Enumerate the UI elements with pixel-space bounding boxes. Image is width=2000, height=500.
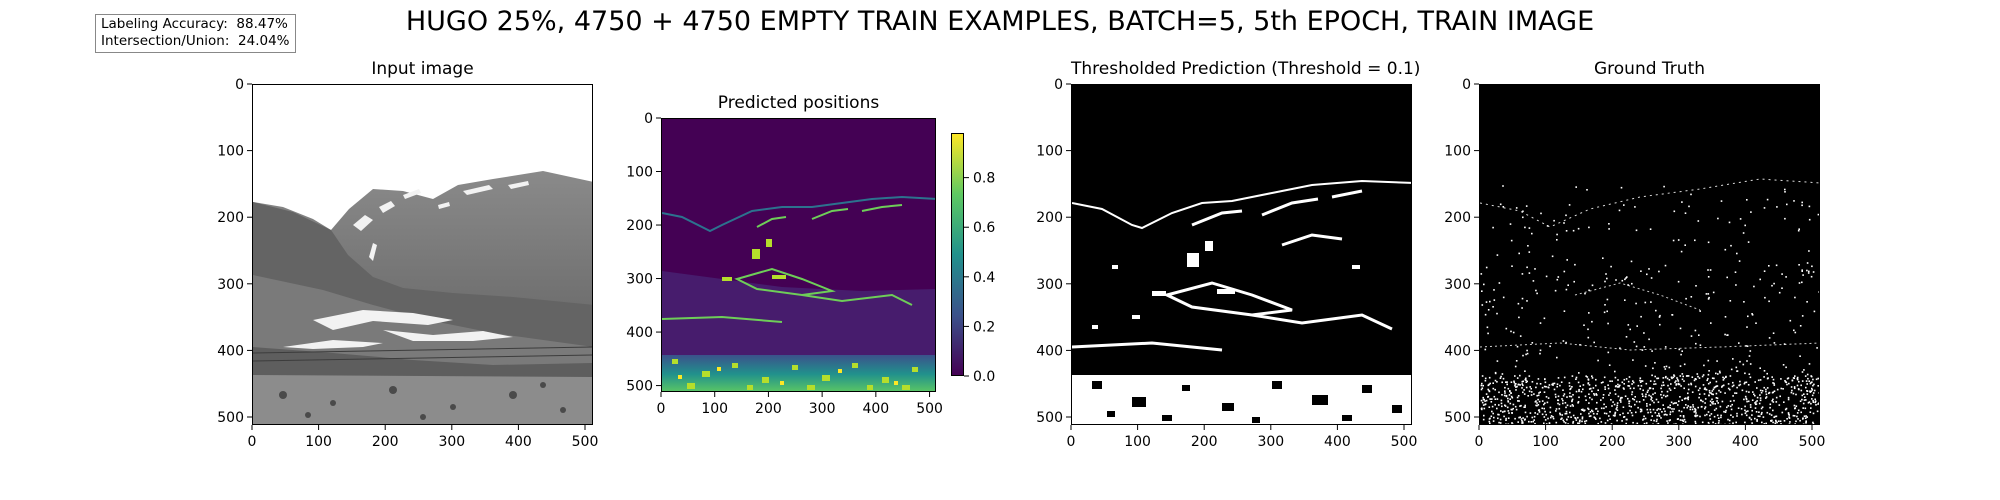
ground-truth-panel [1479, 84, 1820, 425]
ground-truth-ytick-label: 400 [1444, 343, 1471, 359]
colorbar [951, 133, 964, 376]
input-image-xtick-label: 100 [305, 434, 332, 450]
ground-truth-ytick-label: 100 [1444, 144, 1471, 160]
thresholded-xtick-label: 500 [1391, 434, 1418, 450]
colorbar-tick-label: 0.6 [973, 220, 995, 236]
colorbar-ticks: 0.0 0.2 0.4 0.6 0.8 [964, 0, 1044, 500]
ground-truth-ytick-label: 300 [1444, 277, 1471, 293]
colorbar-tick-layer: 0.0 0.2 0.4 0.6 0.8 [964, 171, 995, 385]
ground-truth-picture [1480, 85, 1819, 424]
predicted-positions-ytick-label: 100 [626, 165, 653, 181]
predicted-positions-panel [661, 118, 936, 392]
thresholded-title: Thresholded Prediction (Threshold = 0.1) [1071, 59, 1421, 79]
colorbar-tick-label: 0.8 [973, 171, 995, 187]
input-image-ytick-label: 100 [217, 144, 244, 160]
accuracy-value: 88.47% [236, 16, 288, 32]
metrics-box: Labeling Accuracy: 88.47% Intersection/U… [95, 14, 296, 53]
thresholded-ytick-label: 100 [1036, 144, 1063, 160]
input-image-xtick-label: 500 [572, 434, 599, 450]
accuracy-label: Labeling Accuracy: [101, 16, 228, 32]
ground-truth-xtick-label: 300 [1665, 434, 1692, 450]
predicted-positions-xtick-label: 500 [916, 401, 943, 417]
predicted-positions-xtick-label: 200 [755, 401, 782, 417]
thresholded-xtick-label: 300 [1257, 434, 1284, 450]
predicted-positions-ytick-label: 500 [626, 379, 653, 395]
iou-label: Intersection/Union: [101, 33, 230, 49]
ground-truth-xtick-label: 500 [1799, 434, 1826, 450]
input-image-title: Input image [371, 59, 474, 79]
figure-title: HUGO 25%, 4750 + 4750 EMPTY TRAIN EXAMPL… [405, 6, 1595, 37]
input-image-picture [253, 85, 592, 424]
thresholded-ytick-label: 500 [1036, 410, 1063, 426]
input-image-xtick-label: 200 [372, 434, 399, 450]
thresholded-picture [1072, 85, 1411, 424]
input-image-xtick-label: 0 [248, 434, 257, 450]
ground-truth-xtick-label: 400 [1732, 434, 1759, 450]
ground-truth-xtick-label: 0 [1475, 434, 1484, 450]
thresholded-ytick-label: 200 [1036, 210, 1063, 226]
input-image-xtick-label: 300 [438, 434, 465, 450]
ground-truth-xtick-label: 200 [1599, 434, 1626, 450]
thresholded-xtick-label: 0 [1067, 434, 1076, 450]
predicted-positions-ytick-label: 300 [626, 272, 653, 288]
predicted-positions-title: Predicted positions [717, 93, 880, 113]
ground-truth-title: Ground Truth [1593, 59, 1706, 79]
thresholded-xtick-label: 400 [1324, 434, 1351, 450]
input-image-ytick-label: 500 [217, 410, 244, 426]
colorbar-tick-label: 0.0 [973, 369, 995, 385]
colorbar-tick-label: 0.2 [973, 319, 995, 335]
colorbar-tick-label: 0.4 [973, 270, 995, 286]
predicted-positions-xtick-label: 0 [657, 401, 666, 417]
predicted-positions-ytick-label: 200 [626, 218, 653, 234]
predicted-positions-ytick-label: 0 [644, 111, 653, 127]
predicted-positions-ytick-label: 400 [626, 325, 653, 341]
ground-truth-xtick-label: 100 [1532, 434, 1559, 450]
ground-truth-ytick-label: 200 [1444, 210, 1471, 226]
thresholded-ytick-label: 0 [1054, 77, 1063, 93]
ground-truth-ytick-label: 500 [1444, 410, 1471, 426]
thresholded-ytick-label: 400 [1036, 343, 1063, 359]
predicted-positions-picture [662, 119, 935, 391]
thresholded-ytick-label: 300 [1036, 277, 1063, 293]
thresholded-panel [1071, 84, 1412, 425]
input-image-ytick-label: 200 [217, 210, 244, 226]
predicted-positions-xtick-label: 400 [862, 401, 889, 417]
iou-value: 24.04% [238, 33, 290, 49]
ground-truth-ytick-label: 0 [1462, 77, 1471, 93]
thresholded-xtick-label: 200 [1191, 434, 1218, 450]
predicted-positions-xtick-label: 300 [809, 401, 836, 417]
thresholded-xtick-label: 100 [1124, 434, 1151, 450]
predicted-positions-xtick-label: 100 [701, 401, 728, 417]
input-image-ytick-label: 400 [217, 343, 244, 359]
input-image-xtick-label: 400 [505, 434, 532, 450]
input-image-panel [252, 84, 593, 425]
input-image-ytick-label: 0 [235, 77, 244, 93]
input-image-ytick-label: 300 [217, 277, 244, 293]
